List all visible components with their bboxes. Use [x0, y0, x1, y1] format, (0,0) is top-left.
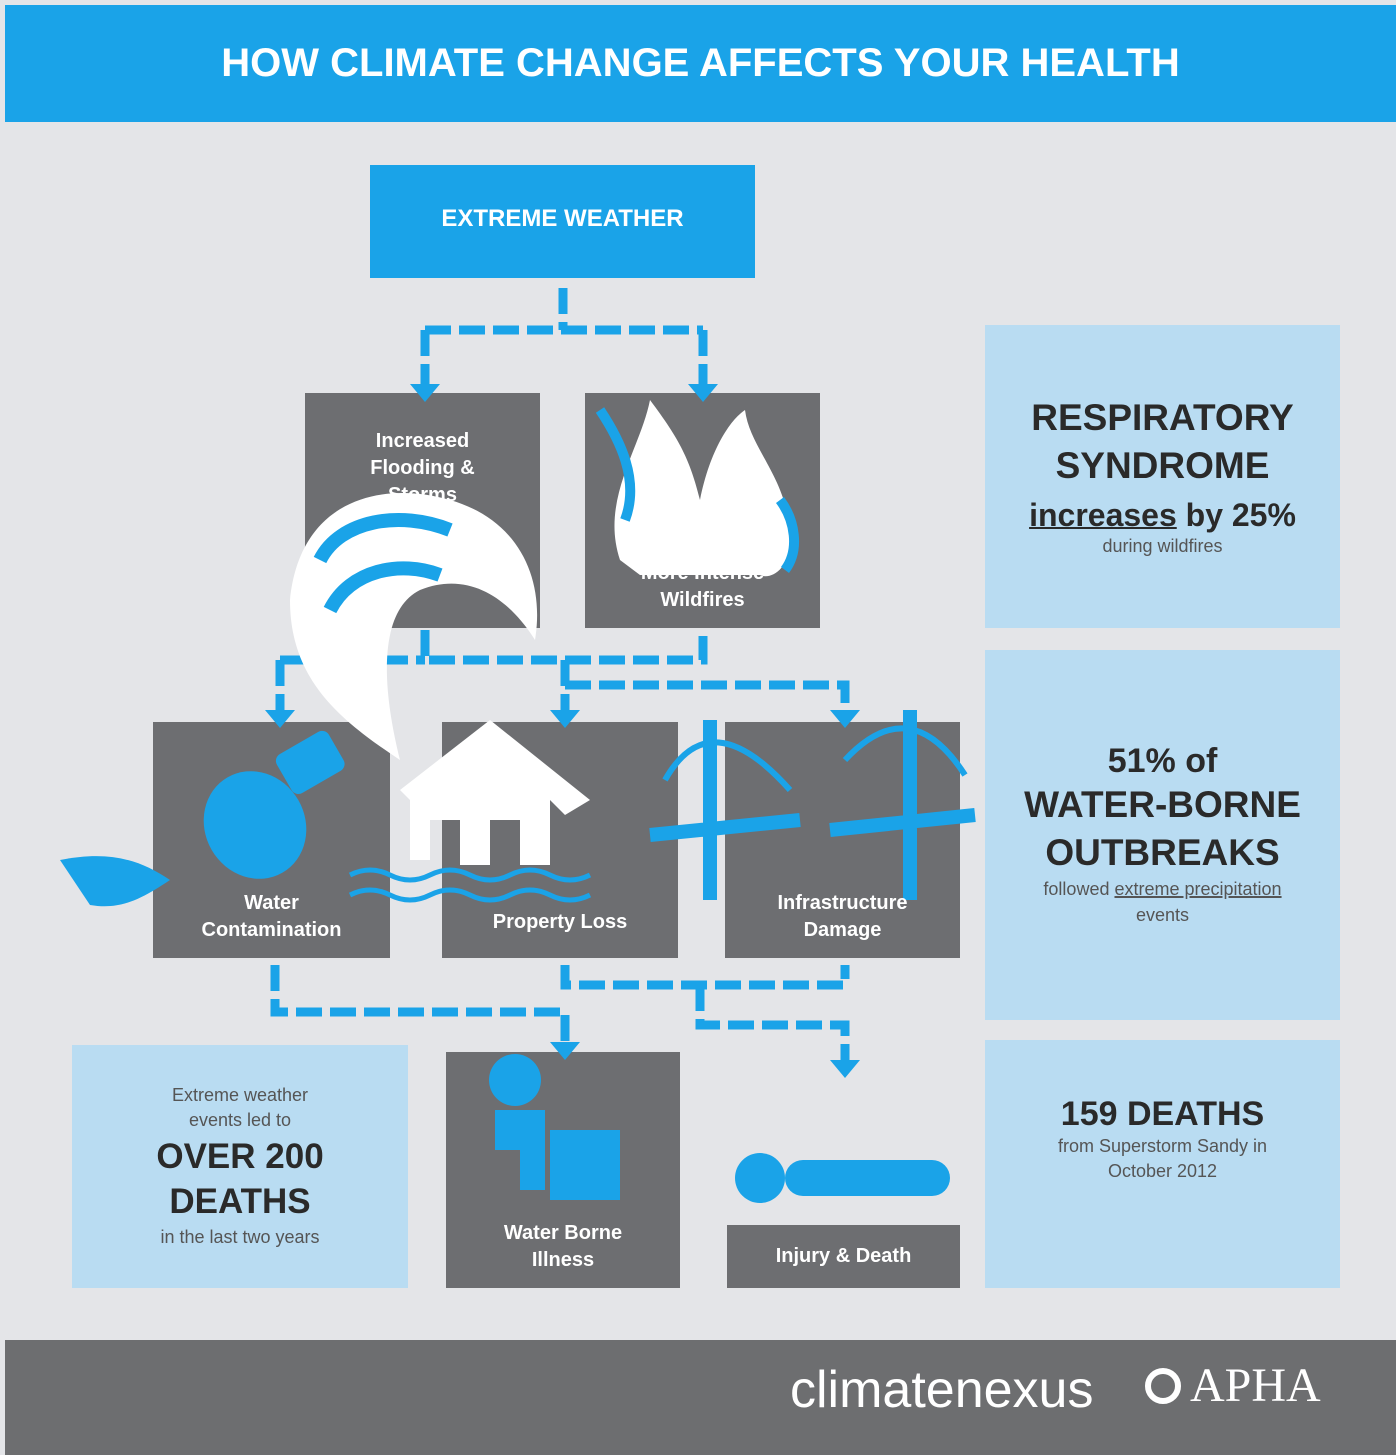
stat-lead: Extreme weather events led to: [171, 1085, 309, 1131]
stat-line: increases by 25%: [1029, 497, 1296, 534]
stat-box: 159 DEATHS from Superstorm Sandy in Octo…: [985, 1040, 1340, 1288]
node: Water Contamination: [153, 722, 390, 958]
node: Injury & Death: [727, 1225, 960, 1288]
stat-headline: WATER-BORNE OUTBREAKS: [1024, 784, 1301, 874]
stat-box: 51% of WATER-BORNE OUTBREAKS followed ex…: [985, 650, 1340, 1020]
note: followed: [1043, 879, 1110, 900]
stat-headline: 159 DEATHS: [1060, 1095, 1265, 1133]
stat-box: RESPIRATORY SYNDROME increases by 25% du…: [985, 325, 1340, 628]
note-link: extreme precipitation: [1114, 879, 1282, 900]
logo-apha: APHA: [1190, 1359, 1321, 1412]
apha-emblem: [1145, 1368, 1181, 1404]
connector: [420, 288, 708, 390]
title: HOW CLIMATE CHANGE AFFECTS YOUR HEALTH: [5, 5, 1396, 122]
emphasis: increases: [1029, 496, 1177, 533]
node-label: More Intense Wildfires: [640, 562, 765, 611]
node: Infrastructure Damage: [725, 722, 960, 958]
stat-note: in the last two years: [160, 1226, 320, 1247]
stat-box: Extreme weather events led to OVER 200 D…: [72, 1045, 408, 1288]
node-root: EXTREME WEATHER: [370, 165, 755, 278]
note: events: [1135, 904, 1190, 925]
logo-climatenexus: climatenexus: [790, 1361, 1094, 1419]
stat-lead: 51% of: [1107, 742, 1218, 781]
footer: climatenexus APHA: [5, 1340, 1396, 1455]
stat-note: followed extreme precipitation events: [1043, 877, 1281, 927]
node: Property Loss: [442, 722, 678, 958]
stat-note: during wildfires: [1102, 535, 1223, 556]
stat-headline: RESPIRATORY SYNDROME: [1031, 397, 1294, 487]
node-label: Property Loss: [492, 911, 628, 933]
node: More Intense Wildfires: [585, 393, 820, 628]
node: Water Borne Illness: [446, 1052, 680, 1288]
node-label: Infrastructure Damage: [777, 892, 908, 941]
node-label: Water Contamination: [201, 892, 342, 941]
change: by 25%: [1185, 496, 1296, 533]
node: Increased Flooding & Storms: [305, 393, 540, 628]
node-label: Water Borne Illness: [503, 1222, 623, 1271]
connector: [275, 630, 850, 715]
stat-note: from Superstorm Sandy in October 2012: [1057, 1136, 1268, 1182]
stat-headline: OVER 200 DEATHS: [156, 1136, 324, 1222]
